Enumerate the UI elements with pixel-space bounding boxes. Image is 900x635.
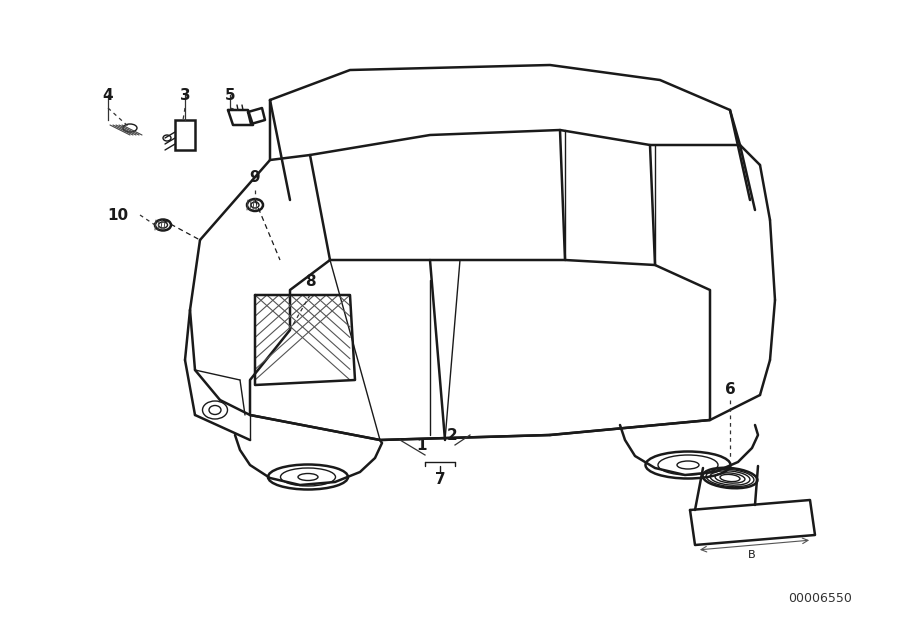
Text: 10: 10 [107, 208, 129, 222]
Text: 8: 8 [305, 274, 315, 290]
Text: 2: 2 [446, 427, 457, 443]
Text: 4: 4 [103, 88, 113, 102]
Text: 1: 1 [417, 438, 428, 453]
Text: 5: 5 [225, 88, 235, 102]
Text: 9: 9 [249, 171, 260, 185]
Text: 6: 6 [724, 382, 735, 398]
Text: 00006550: 00006550 [788, 591, 852, 605]
Text: 7: 7 [435, 472, 446, 488]
Text: 3: 3 [180, 88, 190, 102]
Text: B: B [748, 550, 756, 560]
